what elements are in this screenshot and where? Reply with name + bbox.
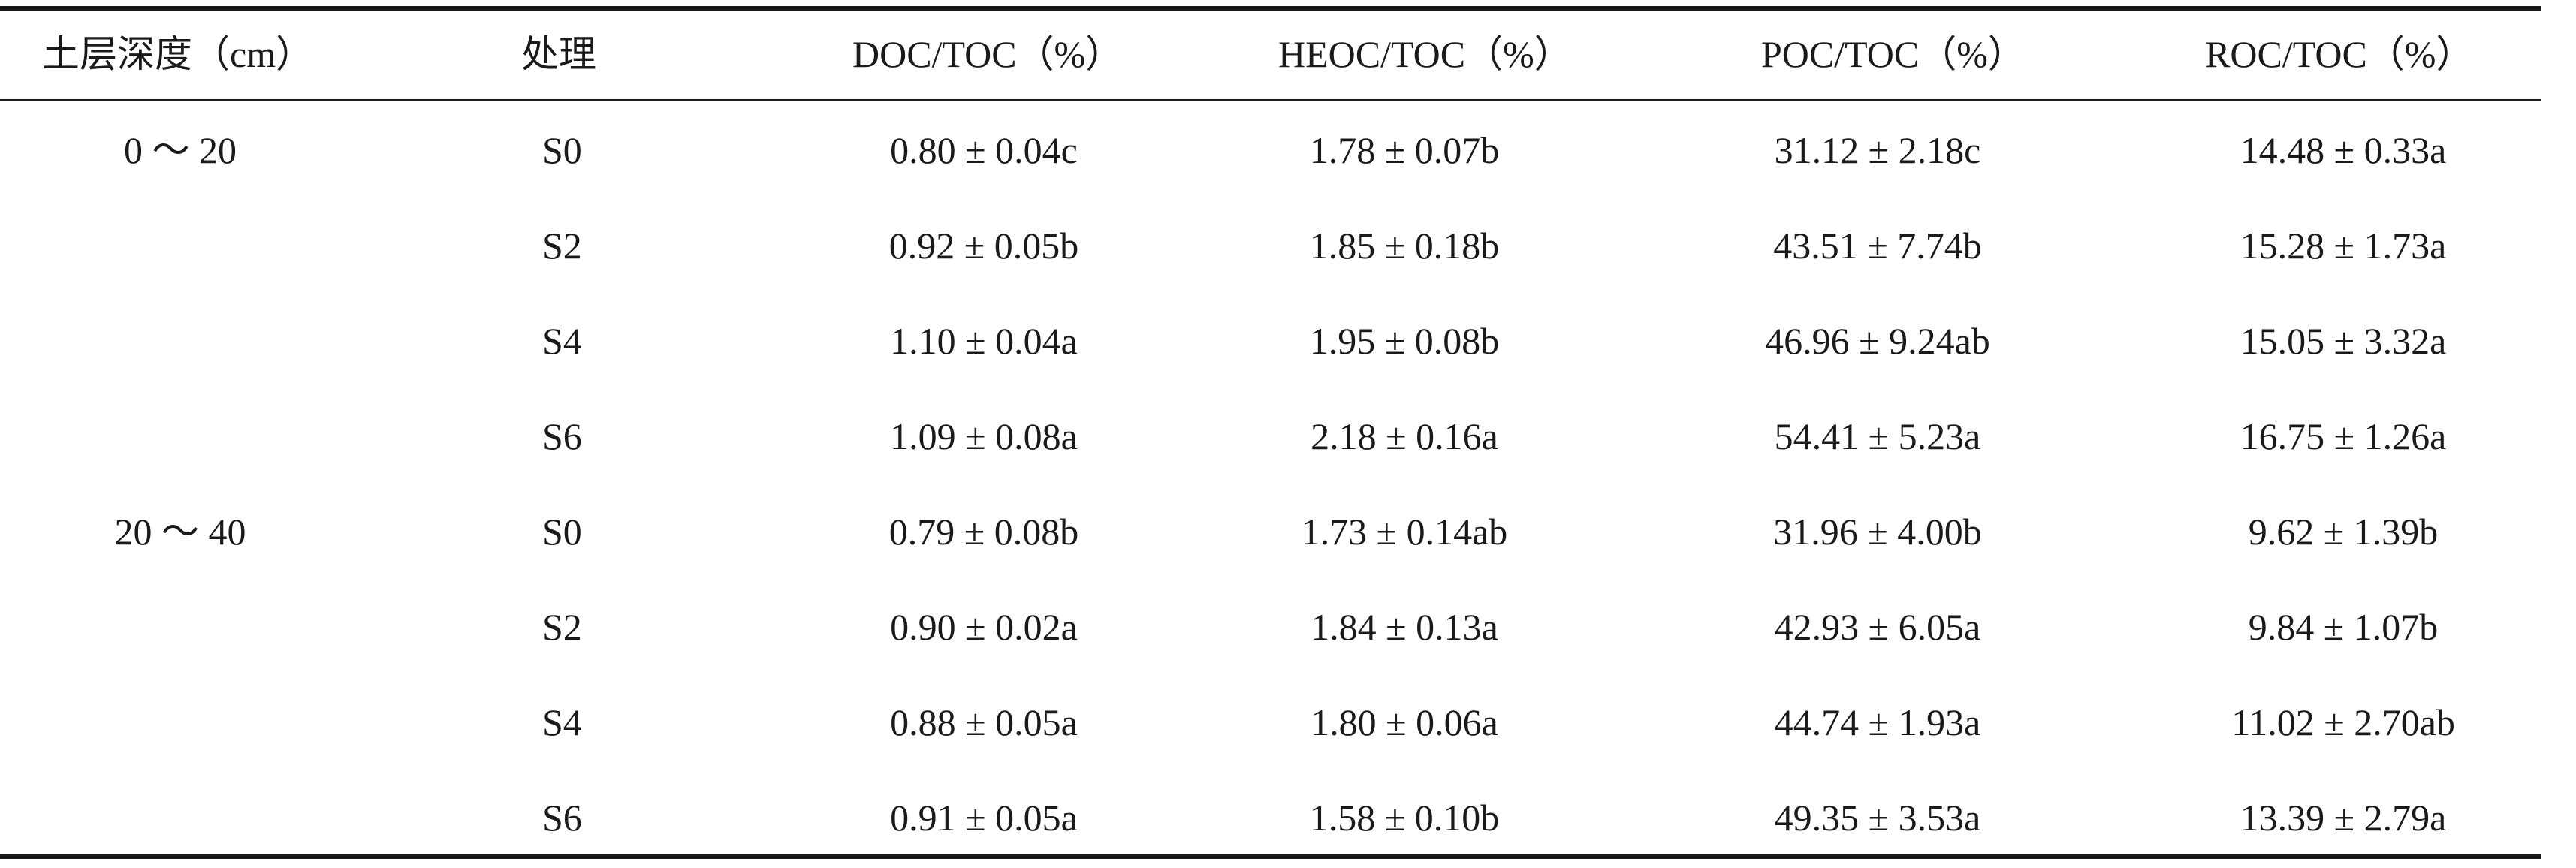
cell-doc-toc: 0.92 ± 0.05b xyxy=(888,225,1079,267)
cell-doc-toc: 0.88 ± 0.05a xyxy=(890,701,1078,743)
header-depth: 土层深度（cm） xyxy=(42,33,314,75)
cell-roc-toc: 16.75 ± 1.26a xyxy=(2240,415,2447,457)
cell-doc-toc: 1.10 ± 0.04a xyxy=(890,320,1078,362)
cell-doc-toc: 0.79 ± 0.08b xyxy=(888,511,1079,553)
table-header-rule xyxy=(0,99,2541,101)
header-doc-toc: DOC/TOC（%） xyxy=(852,33,1124,75)
cell-heoc-toc: 1.84 ± 0.13a xyxy=(1311,606,1498,648)
cell-poc-toc: 54.41 ± 5.23a xyxy=(1774,415,1981,457)
cell-roc-toc: 15.05 ± 3.32a xyxy=(2240,320,2447,362)
cell-depth xyxy=(0,795,360,840)
cell-depth xyxy=(0,414,360,459)
cell-treatment: S6 xyxy=(542,415,582,457)
cell-roc-toc: 14.48 ± 0.33a xyxy=(2240,129,2447,171)
cell-treatment: S6 xyxy=(542,797,582,839)
cell-doc-toc: 1.09 ± 0.08a xyxy=(890,415,1078,457)
cell-treatment: S2 xyxy=(542,225,582,267)
cell-roc-toc: 9.62 ± 1.39b xyxy=(2248,511,2439,553)
cell-depth xyxy=(0,223,360,268)
cell-treatment: S4 xyxy=(542,701,582,743)
cell-roc-toc: 15.28 ± 1.73a xyxy=(2240,225,2447,267)
cell-doc-toc: 0.91 ± 0.05a xyxy=(890,797,1078,839)
cell-doc-toc: 0.90 ± 0.02a xyxy=(890,606,1078,648)
cell-heoc-toc: 1.95 ± 0.08b xyxy=(1309,320,1500,362)
cell-heoc-toc: 1.80 ± 0.06a xyxy=(1311,701,1498,743)
cell-poc-toc: 46.96 ± 9.24ab xyxy=(1765,320,1990,362)
header-poc-toc: POC/TOC（%） xyxy=(1761,33,2026,75)
cell-poc-toc: 31.12 ± 2.18c xyxy=(1774,129,1981,171)
cell-depth xyxy=(0,700,360,745)
cell-doc-toc: 0.80 ± 0.04c xyxy=(890,129,1078,171)
header-roc-toc: ROC/TOC（%） xyxy=(2205,33,2474,75)
cell-roc-toc: 9.84 ± 1.07b xyxy=(2248,606,2439,648)
header-treatment: 处理 xyxy=(521,33,596,75)
cell-depth xyxy=(0,318,360,363)
cell-depth: 20 ～ 40 xyxy=(114,511,246,553)
cell-poc-toc: 49.35 ± 3.53a xyxy=(1774,797,1981,839)
cell-treatment: S4 xyxy=(542,320,582,362)
cell-poc-toc: 42.93 ± 6.05a xyxy=(1774,606,1981,648)
cell-treatment: S0 xyxy=(542,129,582,171)
table-top-rule xyxy=(0,6,2541,11)
cell-heoc-toc: 1.58 ± 0.10b xyxy=(1309,797,1500,839)
cell-heoc-toc: 1.78 ± 0.07b xyxy=(1309,129,1500,171)
cell-poc-toc: 31.96 ± 4.00b xyxy=(1773,511,1982,553)
cell-roc-toc: 13.39 ± 2.79a xyxy=(2240,797,2447,839)
table-bottom-rule xyxy=(0,854,2541,859)
cell-roc-toc: 11.02 ± 2.70ab xyxy=(2231,701,2455,743)
cell-depth xyxy=(0,604,360,649)
cell-heoc-toc: 1.85 ± 0.18b xyxy=(1309,225,1500,267)
cell-heoc-toc: 1.73 ± 0.14ab xyxy=(1301,511,1508,553)
cell-treatment: S0 xyxy=(542,511,582,553)
cell-treatment: S2 xyxy=(542,606,582,648)
cell-poc-toc: 43.51 ± 7.74b xyxy=(1773,225,1982,267)
cell-heoc-toc: 2.18 ± 0.16a xyxy=(1311,415,1498,457)
cell-depth: 0 ～ 20 xyxy=(124,129,237,171)
cell-poc-toc: 44.74 ± 1.93a xyxy=(1774,701,1981,743)
header-heoc-toc: HEOC/TOC（%） xyxy=(1278,33,1572,75)
